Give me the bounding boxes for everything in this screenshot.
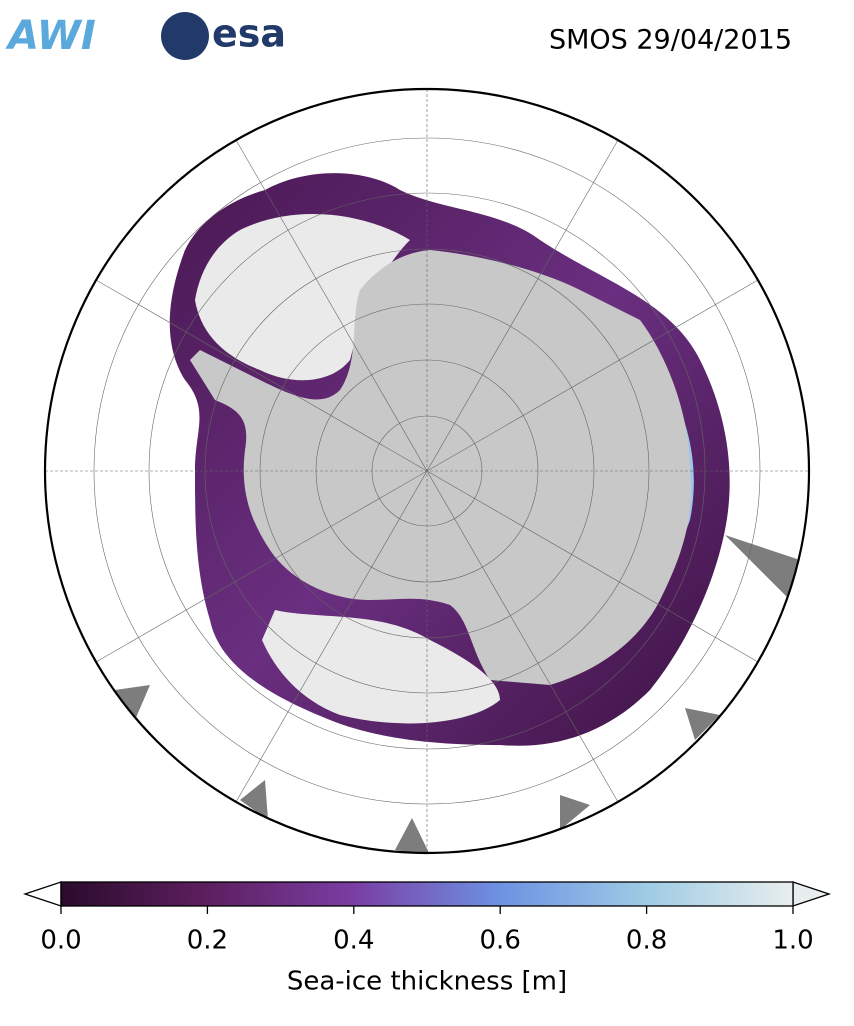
colorbar-tick-label: 0.8 bbox=[626, 926, 667, 956]
colorbar bbox=[22, 881, 832, 907]
colorbar-bar bbox=[60, 881, 794, 907]
antarctica bbox=[190, 250, 691, 685]
esa-logo: esa bbox=[212, 12, 286, 56]
ross-ice bbox=[262, 610, 500, 724]
map bbox=[45, 89, 809, 853]
colorbar-tick-label: 0.2 bbox=[187, 926, 228, 956]
colorbar-label: Sea-ice thickness [m] bbox=[287, 967, 567, 997]
graticule bbox=[45, 89, 809, 853]
colorbar-tick-label: 0.4 bbox=[333, 926, 374, 956]
colorbar-tick-label: 0.6 bbox=[480, 926, 521, 956]
colorbar-extend-low bbox=[22, 881, 62, 907]
colorbar-extend-high bbox=[792, 881, 832, 907]
colorbar-tick-label: 1.0 bbox=[772, 926, 813, 956]
esa-logo-mark bbox=[161, 12, 209, 60]
colorbar-tick-label: 0.0 bbox=[40, 926, 81, 956]
awi-logo: AWI bbox=[5, 13, 96, 59]
map-title: SMOS 29/04/2015 bbox=[549, 25, 792, 56]
map-border bbox=[43, 87, 811, 855]
